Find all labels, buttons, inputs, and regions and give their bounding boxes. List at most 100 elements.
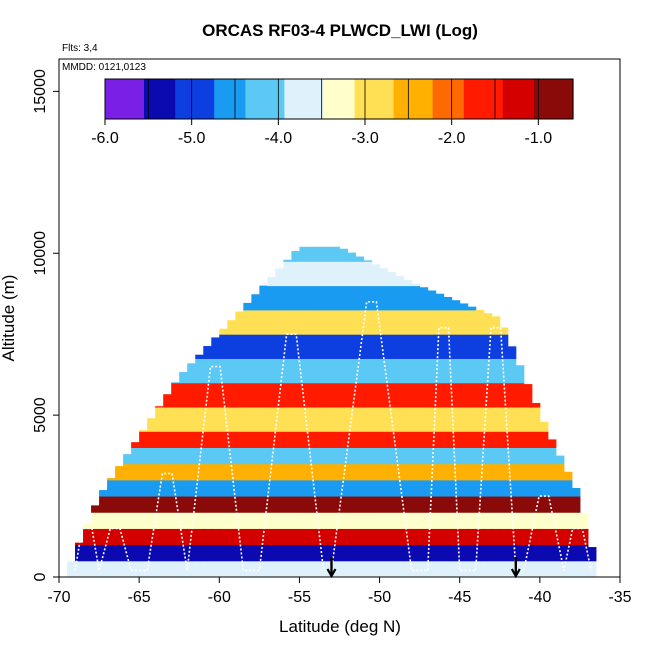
heatmap-cell bbox=[395, 528, 405, 538]
heatmap-cell bbox=[419, 382, 429, 392]
heatmap-cell bbox=[435, 504, 445, 513]
heatmap-cell bbox=[419, 487, 429, 497]
heatmap-cell bbox=[107, 552, 116, 562]
heatmap-cell bbox=[267, 293, 276, 303]
heatmap-cell bbox=[307, 487, 316, 497]
heatmap-cell bbox=[363, 382, 373, 392]
heatmap-cell bbox=[291, 342, 300, 351]
heatmap-cell bbox=[267, 544, 276, 554]
heatmap-cell bbox=[211, 431, 220, 440]
heatmap-cell bbox=[243, 544, 252, 554]
heatmap-cell bbox=[339, 512, 349, 521]
heatmap-cell bbox=[299, 479, 308, 489]
heatmap-cell bbox=[491, 350, 501, 359]
heatmap-cell bbox=[291, 431, 300, 440]
heatmap-cell bbox=[499, 407, 509, 416]
heatmap-cell bbox=[171, 528, 180, 538]
heatmap-cell bbox=[435, 350, 445, 359]
heatmap-cell bbox=[491, 326, 501, 335]
heatmap-cell bbox=[211, 568, 220, 578]
heatmap-cell bbox=[283, 552, 292, 562]
heatmap-cell bbox=[555, 544, 565, 554]
heatmap-cell bbox=[171, 382, 180, 384]
heatmap-cell bbox=[443, 309, 453, 319]
heatmap-cell bbox=[339, 520, 349, 529]
colorbar-swatch bbox=[105, 79, 114, 119]
heatmap-cell bbox=[211, 496, 220, 505]
heatmap-cell bbox=[267, 536, 276, 546]
heatmap-cell bbox=[283, 326, 292, 335]
heatmap-cell bbox=[331, 423, 340, 432]
heatmap-cell bbox=[531, 536, 541, 546]
heatmap-cell bbox=[187, 544, 196, 554]
heatmap-cell bbox=[451, 431, 461, 440]
colorbar-swatch bbox=[222, 79, 231, 119]
heatmap-cell bbox=[235, 463, 244, 473]
heatmap-cell bbox=[579, 513, 589, 521]
heatmap-cell bbox=[259, 374, 268, 384]
heatmap-cell bbox=[507, 415, 517, 424]
heatmap-cell bbox=[419, 350, 429, 359]
colorbar-swatch bbox=[448, 79, 457, 119]
heatmap-cell bbox=[315, 366, 324, 376]
heatmap-cell bbox=[419, 536, 429, 546]
heatmap-cell bbox=[139, 447, 148, 457]
heatmap-cell bbox=[515, 512, 525, 521]
heatmap-cell bbox=[395, 342, 405, 351]
heatmap-cell bbox=[339, 496, 349, 505]
heatmap-cell bbox=[179, 439, 188, 448]
heatmap-cell bbox=[147, 479, 156, 489]
heatmap-cell bbox=[467, 544, 477, 554]
heatmap-cell bbox=[323, 439, 332, 448]
heatmap-cell bbox=[187, 520, 196, 529]
heatmap-cell bbox=[571, 520, 581, 529]
heatmap-cell bbox=[283, 309, 292, 319]
heatmap-cell bbox=[243, 568, 252, 578]
heatmap-cell bbox=[67, 561, 76, 570]
heatmap-cell bbox=[515, 568, 525, 578]
heatmap-cell bbox=[291, 350, 300, 359]
heatmap-cell bbox=[539, 471, 549, 481]
heatmap-cell bbox=[395, 520, 405, 529]
heatmap-cell bbox=[395, 318, 405, 327]
heatmap-cell bbox=[587, 560, 597, 570]
heatmap-cell bbox=[347, 479, 357, 489]
heatmap-cell bbox=[131, 463, 140, 473]
heatmap-cell bbox=[515, 528, 525, 538]
heatmap-cell bbox=[443, 342, 453, 351]
heatmap-cell bbox=[331, 269, 340, 279]
heatmap-cell bbox=[355, 415, 365, 424]
heatmap-cell bbox=[363, 342, 373, 351]
heatmap-cell bbox=[419, 398, 429, 408]
heatmap-cell bbox=[555, 504, 565, 513]
heatmap-cell bbox=[499, 496, 509, 505]
heatmap-cell bbox=[483, 313, 493, 319]
heatmap-cell bbox=[259, 382, 268, 392]
heatmap-cell bbox=[235, 366, 244, 376]
heatmap-cell bbox=[427, 415, 437, 424]
heatmap-cell bbox=[299, 431, 308, 440]
heatmap-cell bbox=[395, 415, 405, 424]
heatmap-cell bbox=[387, 439, 397, 448]
x-tick-label: -50 bbox=[368, 589, 391, 606]
heatmap-cell bbox=[219, 496, 228, 505]
heatmap-cell bbox=[179, 479, 188, 489]
heatmap-cell bbox=[427, 423, 437, 432]
heatmap-cell bbox=[195, 504, 204, 513]
heatmap-cell bbox=[531, 455, 541, 465]
heatmap-cell bbox=[235, 455, 244, 465]
heatmap-cell bbox=[267, 552, 276, 562]
heatmap-cell bbox=[211, 471, 220, 481]
heatmap-cell bbox=[203, 366, 212, 376]
heatmap-cell bbox=[139, 439, 148, 448]
heatmap-cell bbox=[267, 342, 276, 351]
heatmap-cell bbox=[515, 407, 525, 416]
y-tick-label: 0 bbox=[32, 572, 49, 581]
heatmap-cell bbox=[395, 407, 405, 416]
heatmap-cell bbox=[419, 318, 429, 327]
heatmap-cell bbox=[459, 471, 469, 481]
heatmap-cell bbox=[539, 528, 549, 538]
heatmap-cell bbox=[299, 504, 308, 513]
heatmap-cell bbox=[395, 326, 405, 335]
heatmap-cell bbox=[411, 536, 421, 546]
